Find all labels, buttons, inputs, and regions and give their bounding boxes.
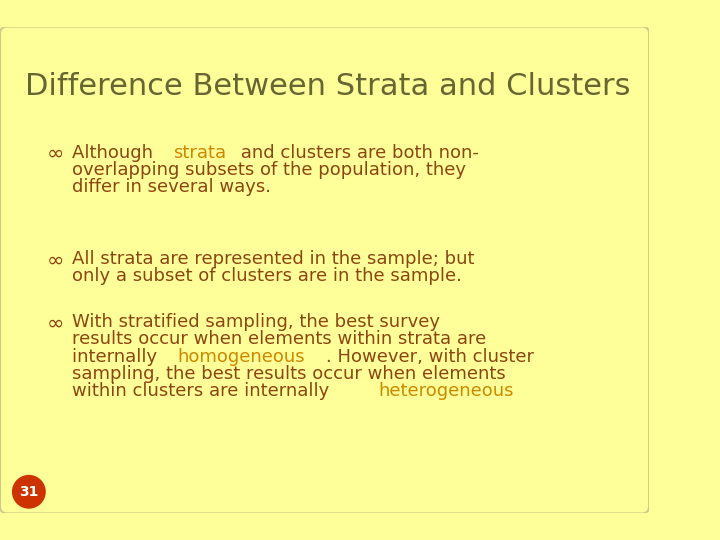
FancyBboxPatch shape xyxy=(0,26,649,514)
Text: All strata are represented in the sample; but: All strata are represented in the sample… xyxy=(72,250,474,268)
Text: only a subset of clusters are in the sample.: only a subset of clusters are in the sam… xyxy=(72,267,462,285)
Text: homogeneous: homogeneous xyxy=(178,348,305,366)
Text: ∞: ∞ xyxy=(47,250,64,270)
Text: 31: 31 xyxy=(19,485,39,499)
Text: results occur when elements within strata are: results occur when elements within strat… xyxy=(72,330,487,348)
Text: strata: strata xyxy=(173,144,226,162)
Text: ∞: ∞ xyxy=(47,144,64,164)
Text: internally: internally xyxy=(72,348,163,366)
Text: With stratified sampling, the best survey: With stratified sampling, the best surve… xyxy=(72,313,440,331)
Text: ∞: ∞ xyxy=(47,313,64,333)
Text: sampling, the best results occur when elements: sampling, the best results occur when el… xyxy=(72,364,506,383)
Text: . However, with cluster: . However, with cluster xyxy=(326,348,534,366)
Circle shape xyxy=(13,476,45,508)
Text: within clusters are internally: within clusters are internally xyxy=(72,382,335,400)
Text: heterogeneous: heterogeneous xyxy=(378,382,513,400)
Text: and clusters are both non-: and clusters are both non- xyxy=(235,144,479,162)
Text: Difference Between Strata and Clusters: Difference Between Strata and Clusters xyxy=(25,72,631,100)
Text: overlapping subsets of the population, they: overlapping subsets of the population, t… xyxy=(72,161,466,179)
Text: Although: Although xyxy=(72,144,159,162)
Text: differ in several ways.: differ in several ways. xyxy=(72,178,271,196)
